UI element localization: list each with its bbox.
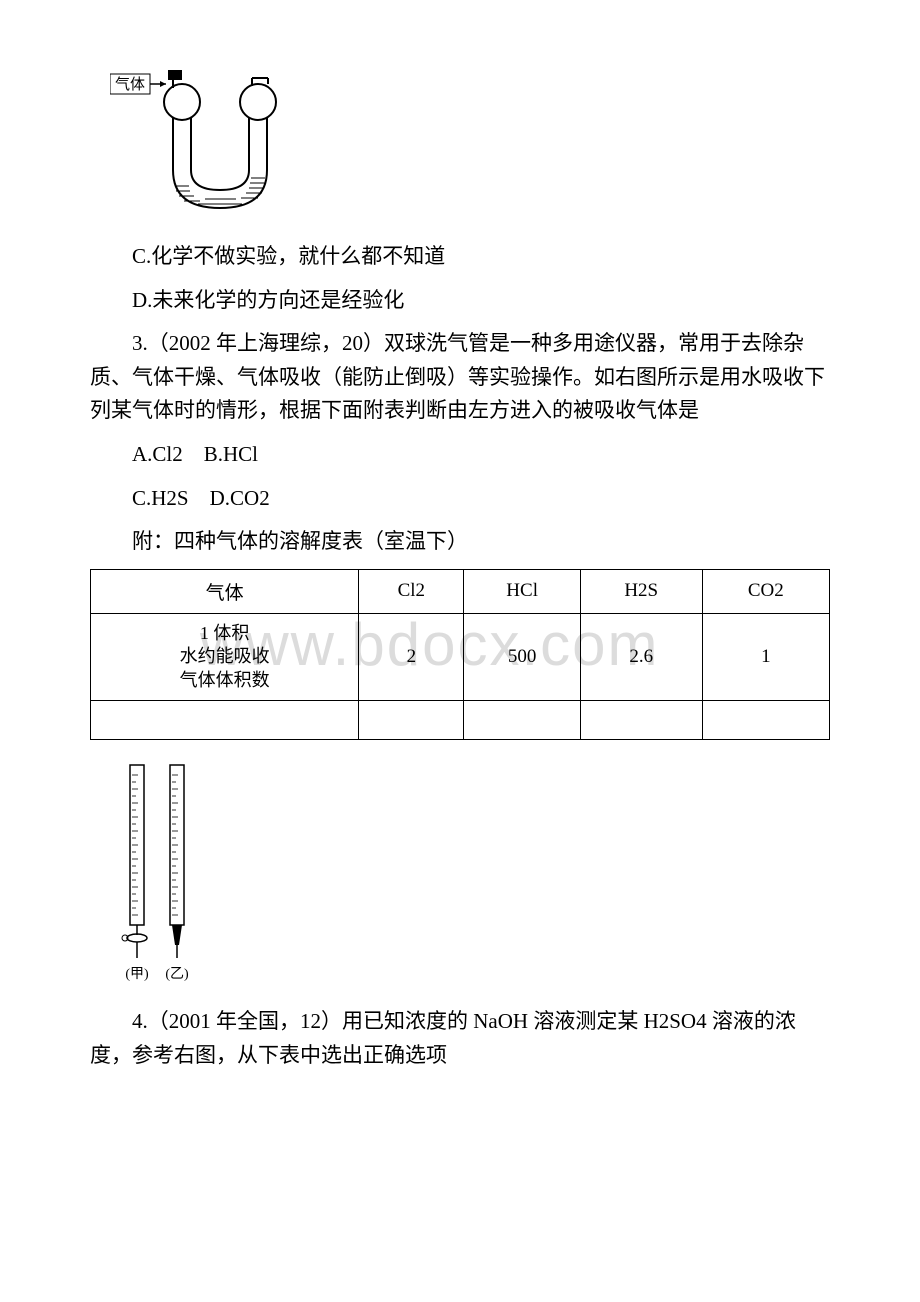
table-header-cl2: Cl2 xyxy=(359,569,464,613)
q3-text: 3.（2002 年上海理综，20）双球洗气管是一种多用途仪器，常用于去除杂质、气… xyxy=(90,327,830,428)
table-empty xyxy=(580,700,702,739)
table-caption: 附：四种气体的溶解度表（室温下） xyxy=(90,525,830,559)
table-row xyxy=(91,700,830,739)
table-value: 2 xyxy=(359,613,464,700)
q3-options-cd: C.H2S D.CO2 xyxy=(90,482,830,516)
table-rowlabel: 1 体积水约能吸收气体体积数 xyxy=(91,613,359,700)
table-header-co2: CO2 xyxy=(702,569,829,613)
table-row: 气体 Cl2 HCl H2S CO2 xyxy=(91,569,830,613)
solubility-table: 气体 Cl2 HCl H2S CO2 1 体积水约能吸收气体体积数 2 500 … xyxy=(90,569,830,740)
table-value: 500 xyxy=(464,613,580,700)
q3-options-ab: A.Cl2 B.HCl xyxy=(90,438,830,472)
table-header-h2s: H2S xyxy=(580,569,702,613)
burette-figure: (甲) (乙) xyxy=(110,760,830,990)
burette-label-left: (甲) xyxy=(125,967,149,982)
gas-label-text: 气体 xyxy=(115,76,145,93)
ushape-figure: 气体 xyxy=(110,60,830,220)
table-header-gas: 气体 xyxy=(91,569,359,613)
option-d: D.未来化学的方向还是经验化 xyxy=(90,284,830,318)
table-value: 2.6 xyxy=(580,613,702,700)
table-empty xyxy=(702,700,829,739)
table-empty xyxy=(91,700,359,739)
table-empty xyxy=(464,700,580,739)
table-empty xyxy=(359,700,464,739)
table-row: 1 体积水约能吸收气体体积数 2 500 2.6 1 xyxy=(91,613,830,700)
burette-label-right: (乙) xyxy=(165,966,189,982)
q4-text: 4.（2001 年全国，12）用已知浓度的 NaOH 溶液测定某 H2SO4 溶… xyxy=(90,1005,830,1072)
table-header-hcl: HCl xyxy=(464,569,580,613)
table-value: 1 xyxy=(702,613,829,700)
option-c: C.化学不做实验，就什么都不知道 xyxy=(90,240,830,274)
